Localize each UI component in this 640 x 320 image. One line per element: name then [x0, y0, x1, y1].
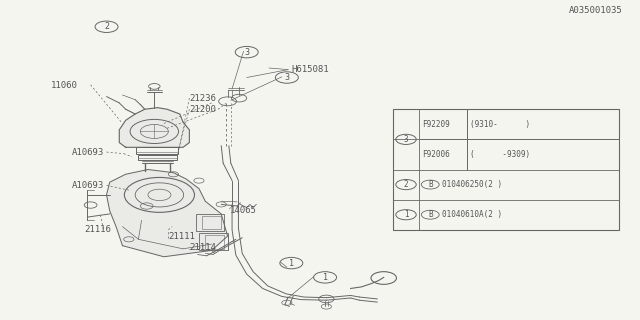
Text: 3: 3: [284, 73, 289, 82]
Text: H615081: H615081: [291, 65, 329, 74]
Bar: [196, 214, 225, 231]
Text: 3: 3: [244, 48, 249, 57]
Text: 21200: 21200: [189, 105, 216, 114]
Text: (      -9309): ( -9309): [470, 150, 530, 159]
Bar: [136, 147, 178, 154]
Text: 1: 1: [404, 210, 408, 219]
Text: 21236: 21236: [189, 94, 216, 103]
Bar: [202, 216, 221, 229]
Text: 21116: 21116: [84, 225, 111, 234]
Text: 1: 1: [289, 259, 294, 268]
Text: 3: 3: [404, 135, 408, 144]
Text: A10693: A10693: [72, 181, 104, 190]
Text: 2: 2: [404, 180, 408, 189]
Text: 21111: 21111: [168, 232, 195, 241]
Polygon shape: [119, 108, 189, 147]
Text: B: B: [428, 180, 433, 189]
Text: 1: 1: [323, 273, 328, 282]
Polygon shape: [106, 170, 228, 257]
Text: A035001035: A035001035: [569, 6, 623, 15]
Text: 14065: 14065: [230, 206, 257, 215]
Bar: [199, 233, 228, 251]
Text: (9310-      ): (9310- ): [470, 120, 530, 129]
Bar: [138, 155, 177, 160]
Text: 2: 2: [104, 22, 109, 31]
Text: 21114: 21114: [189, 243, 216, 252]
Text: A10693: A10693: [72, 148, 104, 156]
Text: B: B: [428, 210, 433, 219]
Bar: [394, 109, 620, 230]
Text: F92209: F92209: [422, 120, 450, 129]
Bar: [205, 235, 225, 249]
Text: 01040610A(2 ): 01040610A(2 ): [442, 210, 502, 219]
Text: 11060: 11060: [51, 81, 78, 90]
Text: F92006: F92006: [422, 150, 450, 159]
Text: 010406250(2 ): 010406250(2 ): [442, 180, 502, 189]
